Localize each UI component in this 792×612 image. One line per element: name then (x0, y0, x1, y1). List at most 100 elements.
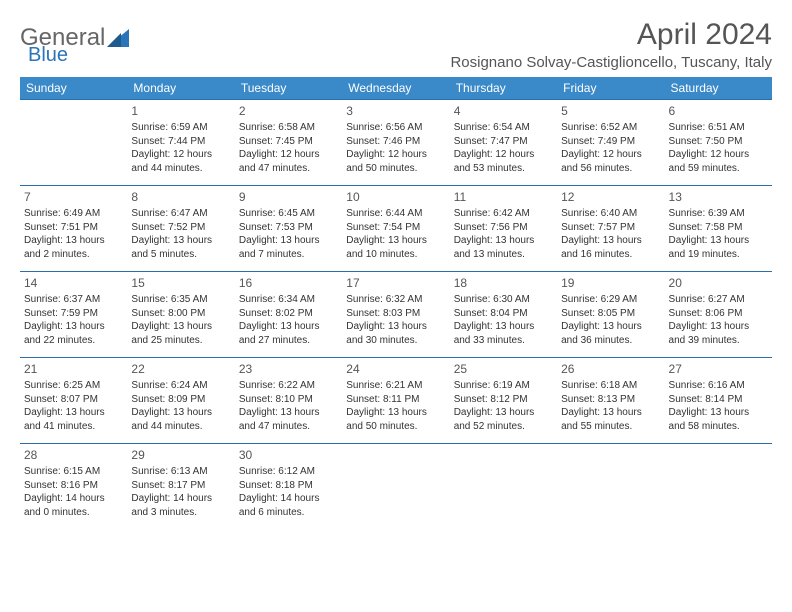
sunset-text: Sunset: 8:07 PM (24, 393, 123, 407)
calendar-week-row: 21Sunrise: 6:25 AMSunset: 8:07 PMDayligh… (20, 358, 772, 444)
calendar-table: Sunday Monday Tuesday Wednesday Thursday… (20, 77, 772, 530)
logo-triangle-icon (107, 29, 129, 47)
calendar-day-cell: 13Sunrise: 6:39 AMSunset: 7:58 PMDayligh… (665, 186, 772, 272)
sunrise-text: Sunrise: 6:58 AM (239, 121, 338, 135)
calendar-day-cell: 29Sunrise: 6:13 AMSunset: 8:17 PMDayligh… (127, 444, 234, 530)
sunset-text: Sunset: 8:02 PM (239, 307, 338, 321)
sunrise-text: Sunrise: 6:59 AM (131, 121, 230, 135)
daylight-text: Daylight: 13 hours and 50 minutes. (346, 406, 445, 433)
daylight-text: Daylight: 13 hours and 25 minutes. (131, 320, 230, 347)
calendar-day-cell: 4Sunrise: 6:54 AMSunset: 7:47 PMDaylight… (450, 100, 557, 186)
daylight-text: Daylight: 12 hours and 59 minutes. (669, 148, 768, 175)
calendar-day-cell: 1 Sunrise: 6:59 AMSunset: 7:44 PMDaylight… (127, 100, 234, 186)
title-block: April 2024 Rosignano Solvay-Castiglionce… (450, 18, 772, 71)
calendar-header-row: Sunday Monday Tuesday Wednesday Thursday… (20, 77, 772, 100)
sunset-text: Sunset: 7:50 PM (669, 135, 768, 149)
sunrise-text: Sunrise: 6:21 AM (346, 379, 445, 393)
day-number: 5 (561, 103, 660, 119)
daylight-text: Daylight: 12 hours and 56 minutes. (561, 148, 660, 175)
sunrise-text: Sunrise: 6:13 AM (131, 465, 230, 479)
sunset-text: Sunset: 8:09 PM (131, 393, 230, 407)
sunset-text: Sunset: 7:46 PM (346, 135, 445, 149)
sunrise-text: Sunrise: 6:45 AM (239, 207, 338, 221)
daylight-text: Daylight: 13 hours and 19 minutes. (669, 234, 768, 261)
location: Rosignano Solvay-Castiglioncello, Tuscan… (450, 54, 772, 71)
sunset-text: Sunset: 8:06 PM (669, 307, 768, 321)
calendar-week-row: 14Sunrise: 6:37 AMSunset: 7:59 PMDayligh… (20, 272, 772, 358)
calendar-day-cell: 8Sunrise: 6:47 AMSunset: 7:52 PMDaylight… (127, 186, 234, 272)
day-number: 26 (561, 361, 660, 377)
sunset-text: Sunset: 7:45 PM (239, 135, 338, 149)
daylight-text: Daylight: 13 hours and 58 minutes. (669, 406, 768, 433)
sunset-text: Sunset: 8:16 PM (24, 479, 123, 493)
day-number: 23 (239, 361, 338, 377)
day-number: 22 (131, 361, 230, 377)
daylight-text: Daylight: 13 hours and 52 minutes. (454, 406, 553, 433)
sunrise-text: Sunrise: 6:40 AM (561, 207, 660, 221)
calendar-day-cell: 5 Sunrise: 6:52 AMSunset: 7:49 PMDaylight… (557, 100, 664, 186)
daylight-text: Daylight: 14 hours and 6 minutes. (239, 492, 338, 519)
sunset-text: Sunset: 7:52 PM (131, 221, 230, 235)
sunrise-text: Sunrise: 6:30 AM (454, 293, 553, 307)
daylight-text: Daylight: 13 hours and 13 minutes. (454, 234, 553, 261)
calendar-week-row: 1Sunrise: 6:59 AMSunset: 7:44 PMDaylight… (20, 100, 772, 186)
daylight-text: Daylight: 13 hours and 55 minutes. (561, 406, 660, 433)
sunrise-text: Sunrise: 6:25 AM (24, 379, 123, 393)
day-number: 15 (131, 275, 230, 291)
sunset-text: Sunset: 7:47 PM (454, 135, 553, 149)
day-number: 17 (346, 275, 445, 291)
calendar-day-cell: 14Sunrise: 6:37 AMSunset: 7:59 PMDayligh… (20, 272, 127, 358)
day-number: 10 (346, 189, 445, 205)
sunset-text: Sunset: 8:05 PM (561, 307, 660, 321)
sunset-text: Sunset: 7:49 PM (561, 135, 660, 149)
sunset-text: Sunset: 8:18 PM (239, 479, 338, 493)
daylight-text: Daylight: 12 hours and 50 minutes. (346, 148, 445, 175)
sunrise-text: Sunrise: 6:54 AM (454, 121, 553, 135)
sunset-text: Sunset: 8:00 PM (131, 307, 230, 321)
daylight-text: Daylight: 13 hours and 44 minutes. (131, 406, 230, 433)
sunrise-text: Sunrise: 6:34 AM (239, 293, 338, 307)
daylight-text: Daylight: 12 hours and 44 minutes. (131, 148, 230, 175)
calendar-day-cell: 11Sunrise: 6:42 AMSunset: 7:56 PMDayligh… (450, 186, 557, 272)
day-number: 12 (561, 189, 660, 205)
sunrise-text: Sunrise: 6:49 AM (24, 207, 123, 221)
calendar-day-cell: 21Sunrise: 6:25 AMSunset: 8:07 PMDayligh… (20, 358, 127, 444)
calendar-day-cell: 30Sunrise: 6:12 AMSunset: 8:18 PMDayligh… (235, 444, 342, 530)
sunrise-text: Sunrise: 6:24 AM (131, 379, 230, 393)
sunset-text: Sunset: 7:58 PM (669, 221, 768, 235)
calendar-day-cell (557, 444, 664, 530)
day-number: 24 (346, 361, 445, 377)
daylight-text: Daylight: 13 hours and 39 minutes. (669, 320, 768, 347)
sunrise-text: Sunrise: 6:51 AM (669, 121, 768, 135)
calendar-day-cell: 9Sunrise: 6:45 AMSunset: 7:53 PMDaylight… (235, 186, 342, 272)
sunrise-text: Sunrise: 6:56 AM (346, 121, 445, 135)
daylight-text: Daylight: 13 hours and 5 minutes. (131, 234, 230, 261)
sunset-text: Sunset: 7:54 PM (346, 221, 445, 235)
daylight-text: Daylight: 13 hours and 36 minutes. (561, 320, 660, 347)
day-number: 6 (669, 103, 768, 119)
calendar-day-cell: 12Sunrise: 6:40 AMSunset: 7:57 PMDayligh… (557, 186, 664, 272)
day-number: 3 (346, 103, 445, 119)
sunrise-text: Sunrise: 6:16 AM (669, 379, 768, 393)
calendar-day-cell: 2Sunrise: 6:58 AMSunset: 7:45 PMDaylight… (235, 100, 342, 186)
sunset-text: Sunset: 7:53 PM (239, 221, 338, 235)
calendar-day-cell: 6 Sunrise: 6:51 AMSunset: 7:50 PMDaylight… (665, 100, 772, 186)
day-number: 11 (454, 189, 553, 205)
weekday-header: Thursday (450, 77, 557, 100)
day-number: 16 (239, 275, 338, 291)
weekday-header: Saturday (665, 77, 772, 100)
calendar-day-cell: 22 Sunrise: 6:24 AMSunset: 8:09 PMDayligh… (127, 358, 234, 444)
sunrise-text: Sunrise: 6:18 AM (561, 379, 660, 393)
daylight-text: Daylight: 12 hours and 53 minutes. (454, 148, 553, 175)
daylight-text: Daylight: 12 hours and 47 minutes. (239, 148, 338, 175)
calendar-body: 1Sunrise: 6:59 AMSunset: 7:44 PMDaylight… (20, 100, 772, 530)
calendar-day-cell: 3 Sunrise: 6:56 AMSunset: 7:46 PMDaylight… (342, 100, 449, 186)
day-number: 1 (131, 103, 230, 119)
sunrise-text: Sunrise: 6:52 AM (561, 121, 660, 135)
sunset-text: Sunset: 7:44 PM (131, 135, 230, 149)
daylight-text: Daylight: 13 hours and 22 minutes. (24, 320, 123, 347)
sunset-text: Sunset: 8:04 PM (454, 307, 553, 321)
sunrise-text: Sunrise: 6:12 AM (239, 465, 338, 479)
sunset-text: Sunset: 8:10 PM (239, 393, 338, 407)
day-number: 25 (454, 361, 553, 377)
